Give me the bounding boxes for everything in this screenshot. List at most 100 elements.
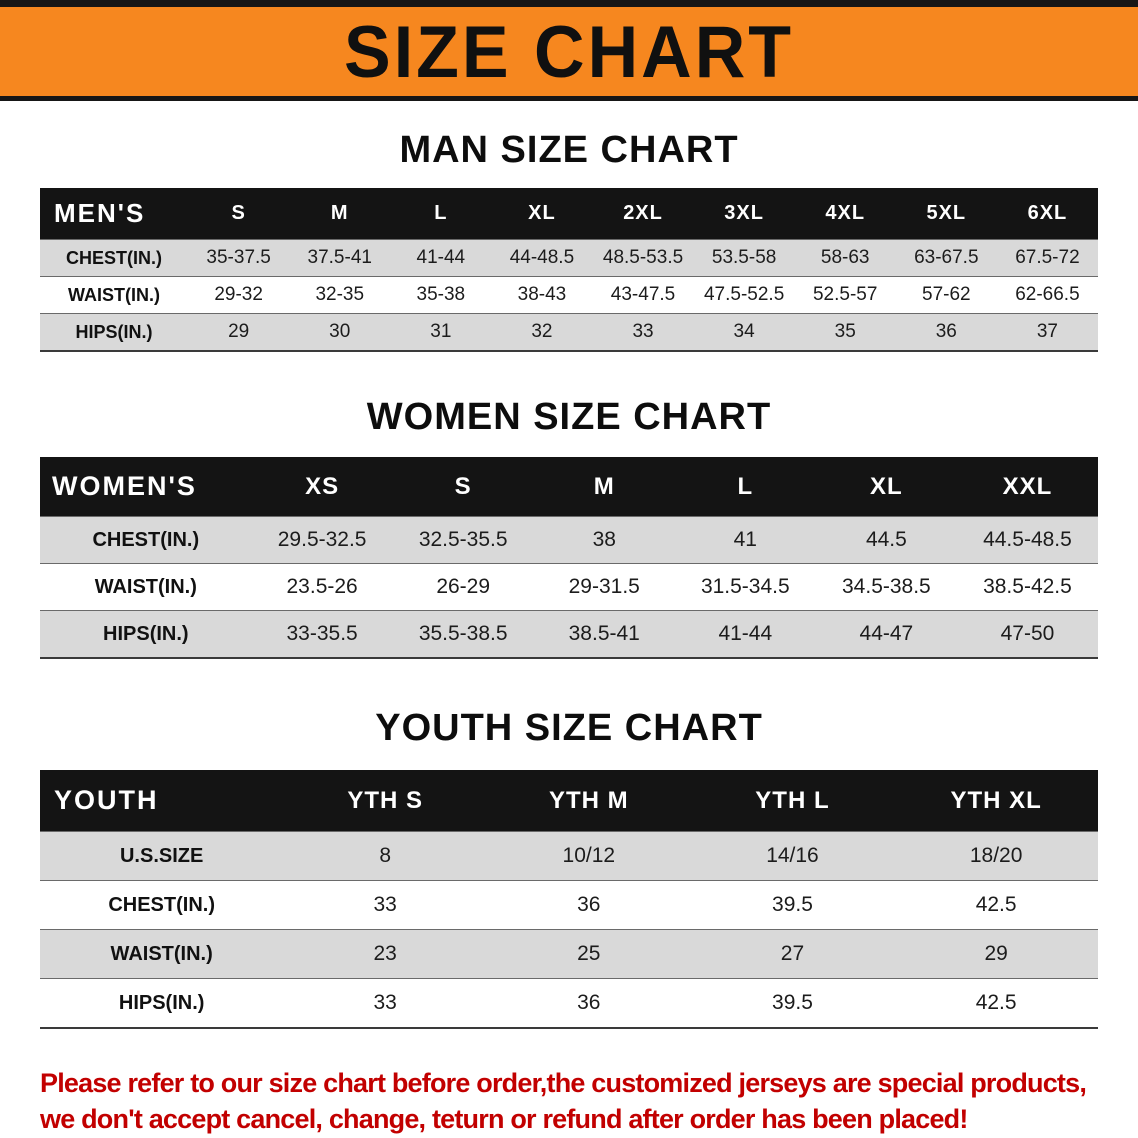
table-cell: 27 (780, 942, 805, 965)
column-header: L (674, 457, 816, 517)
table-cell: 34 (733, 321, 755, 342)
women-section-heading: WOMEN SIZE CHART (366, 396, 772, 438)
table-cell: 30 (329, 321, 351, 342)
table-row: WAIST(IN.) 23 25 27 29 (40, 929, 1098, 979)
banner: SIZE CHART (0, 0, 1138, 101)
table-cell: 23 (373, 942, 397, 965)
column-header: L (390, 188, 492, 240)
row-label: WAIST(IN.) (68, 284, 161, 305)
table-cell: 33 (632, 321, 654, 342)
table-cell: 47-50 (1000, 622, 1055, 645)
table-cell: 33-35.5 (286, 622, 358, 645)
table-row: U.S.SIZE 8 10/12 14/16 18/20 (40, 831, 1098, 881)
column-header: XL (815, 457, 957, 517)
table-cell: 48.5-53.5 (602, 247, 684, 268)
column-header: S (392, 457, 534, 517)
table-row: WAIST(IN.) 29-32 32-35 35-38 38-43 43-47… (40, 276, 1098, 314)
table-cell: 39.5 (772, 991, 813, 1014)
table-cell: 44.5-48.5 (983, 528, 1072, 551)
column-header: WOMEN'S (40, 457, 252, 517)
table-row: HIPS(IN.) 29 30 31 32 33 34 35 36 37 (40, 313, 1098, 351)
table-cell: 38.5-41 (568, 622, 640, 645)
table-cell: 42.5 (975, 893, 1017, 916)
table-header-row: WOMEN'S XS S M L XL XXL (40, 457, 1098, 517)
table-cell: 44-48.5 (509, 247, 575, 268)
table-cell: 36 (935, 321, 957, 342)
table-cell: 35-38 (416, 284, 466, 305)
table-cell: 33 (373, 893, 397, 916)
table-cell: 44-47 (859, 622, 914, 645)
column-header: M (289, 188, 391, 240)
column-header: MEN'S (40, 188, 189, 240)
table-cell: 35.5-38.5 (418, 622, 508, 645)
women-size-table: WOMEN'S XS S M L XL XXL CHEST(IN.) 29.5-… (40, 457, 1098, 659)
table-row: HIPS(IN.) 33-35.5 35.5-38.5 38.5-41 41-4… (40, 610, 1098, 658)
column-header: 3XL (693, 188, 795, 240)
table-cell: 8 (379, 844, 391, 867)
column-header: 6XL (996, 188, 1098, 240)
note-line-1: Please refer to our size chart before or… (40, 1068, 1087, 1098)
row-label: HIPS(IN.) (103, 622, 189, 645)
table-row: HIPS(IN.) 33 36 39.5 42.5 (40, 978, 1098, 1028)
column-header: YOUTH (40, 770, 284, 832)
column-header: 4XL (794, 188, 896, 240)
column-header: XS (251, 457, 393, 517)
table-cell: 32.5-35.5 (418, 528, 508, 551)
table-cell: 38.5-42.5 (983, 575, 1072, 598)
table-cell: 35-37.5 (206, 247, 271, 268)
table-cell: 23.5-26 (286, 575, 358, 598)
table-row: CHEST(IN.) 29.5-32.5 32.5-35.5 38 41 44.… (40, 516, 1098, 564)
table-cell: 62-66.5 (1015, 284, 1080, 305)
table-cell: 47.5-52.5 (703, 284, 785, 305)
table-cell: 29-31.5 (568, 575, 640, 598)
table-cell: 18/20 (969, 844, 1023, 867)
table-cell: 29 (984, 942, 1008, 965)
table-cell: 43-47.5 (610, 284, 676, 305)
table-row: CHEST(IN.) 33 36 39.5 42.5 (40, 880, 1098, 930)
table-header-row: MEN'S S M L XL 2XL 3XL 4XL 5XL 6XL (40, 188, 1098, 240)
row-label: WAIST(IN.) (110, 942, 213, 965)
table-cell: 41 (733, 528, 757, 551)
row-label: HIPS(IN.) (118, 991, 205, 1014)
column-header: YTH XL (894, 770, 1098, 832)
table-cell: 36 (577, 991, 601, 1014)
table-cell: 14/16 (766, 844, 819, 867)
table-cell: 35 (834, 321, 856, 342)
table-cell: 67.5-72 (1015, 247, 1080, 268)
youth-section-heading: YOUTH SIZE CHART (375, 707, 763, 749)
table-cell: 39.5 (772, 893, 813, 916)
column-header: YTH L (690, 770, 895, 832)
table-cell: 41-44 (718, 622, 773, 645)
table-cell: 63-67.5 (914, 247, 979, 268)
table-cell: 42.5 (975, 991, 1017, 1014)
men-size-table: MEN'S S M L XL 2XL 3XL 4XL 5XL 6XL CHEST… (40, 188, 1098, 352)
column-header: 5XL (895, 188, 997, 240)
table-cell: 29-32 (214, 284, 263, 305)
youth-size-table: YOUTH YTH S YTH M YTH L YTH XL U.S.SIZE … (40, 770, 1098, 1029)
table-row: WAIST(IN.) 23.5-26 26-29 29-31.5 31.5-34… (40, 563, 1098, 611)
table-row: CHEST(IN.) 35-37.5 37.5-41 41-44 44-48.5… (40, 239, 1098, 277)
table-cell: 57-62 (922, 284, 971, 305)
table-cell: 38-43 (517, 284, 567, 305)
table-cell: 31.5-34.5 (700, 575, 790, 598)
table-cell: 25 (577, 942, 601, 965)
row-label: CHEST(IN.) (92, 528, 200, 551)
table-cell: 41-44 (416, 247, 466, 268)
table-cell: 10/12 (562, 844, 616, 867)
table-cell: 32-35 (315, 284, 365, 305)
table-cell: 36 (577, 893, 601, 916)
order-policy-note: Please refer to our size chart before or… (40, 1065, 1100, 1138)
table-cell: 37.5-41 (307, 247, 372, 268)
table-cell: 58-63 (820, 247, 870, 268)
column-header: YTH M (486, 770, 691, 832)
row-label: CHEST(IN.) (66, 247, 163, 268)
men-section-heading: MAN SIZE CHART (399, 129, 739, 171)
column-header: 2XL (592, 188, 694, 240)
table-cell: 29 (228, 321, 250, 342)
table-cell: 38 (592, 528, 616, 551)
table-cell: 37 (1036, 321, 1058, 342)
table-cell: 33 (373, 991, 397, 1014)
row-label: WAIST(IN.) (94, 575, 197, 598)
table-cell: 26-29 (436, 575, 491, 598)
